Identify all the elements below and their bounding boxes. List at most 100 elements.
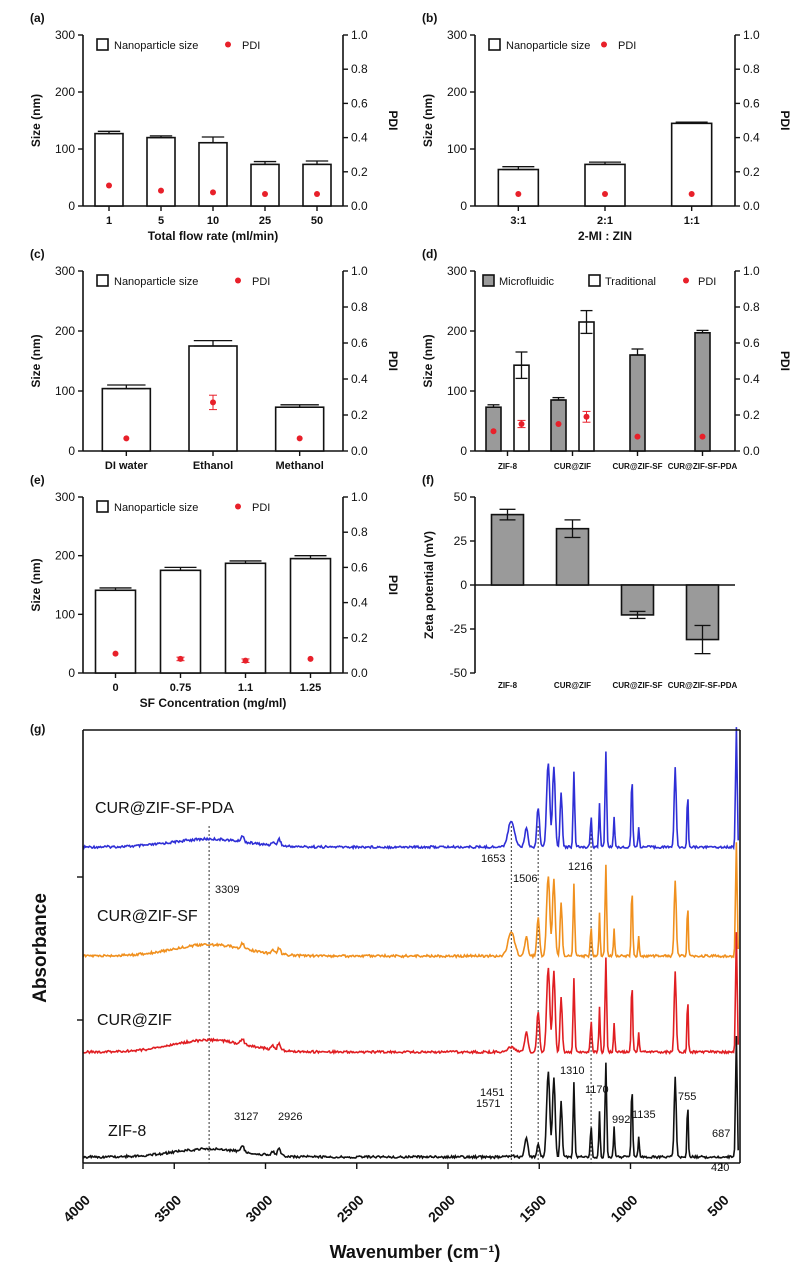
x-tick-label: DI water [105,460,149,472]
size-bar-2-1 [584,163,626,207]
x-tick-label: CUR@ZIF [554,462,591,471]
legend-label-size: Nanoparticle size [506,40,590,52]
x-tick-label: CUR@ZIF-SF-PDA [668,462,738,471]
pdi-point-zif-8-traditional [518,421,525,427]
traditional-bar-cur-zif [578,321,595,452]
size-bar-10 [198,141,228,207]
x-tick-label: 0.75 [170,682,191,694]
peak-label-1135: 1135 [632,1109,656,1121]
pdi-point-cur-zif-sf-pda-microfluidic [699,433,706,440]
spectrum-cur-zif [83,932,739,1056]
legend-swatch-size [488,38,501,51]
y2-tick-label: 0.8 [351,525,368,539]
x-tick-label: 3:1 [510,215,526,227]
x-tick-label: CUR@ZIF [554,681,591,690]
pdi-point-cur-zif-microfluidic [555,421,562,427]
y2-axis-title: PDI [778,110,791,130]
x-tick-label: 1000 [607,1192,640,1225]
x-tick-label: 3500 [151,1192,184,1225]
y2-tick-label: 1.0 [743,264,760,278]
y-tick-label: 100 [447,384,467,398]
pdi-point-1-1 [242,657,249,664]
y2-tick-label: 0.6 [743,96,760,110]
y-axis-title: Size (nm) [29,94,43,147]
size-bar-1-25 [289,557,332,674]
y2-tick-label: 0.6 [743,336,760,350]
panel-label: (g) [30,722,45,736]
y-axis-title: Size (nm) [29,558,43,611]
panel-b: (b) 0 100 200 300 0.0 0.2 0.4 0.6 0.8 1.0 Size (nm)… [421,11,791,243]
pdi-point-2-1 [602,191,608,198]
legend-swatch-pdi [235,503,241,510]
y2-tick-label: 0.0 [351,666,368,680]
pdi-point-5 [158,187,164,194]
y2-axis-title: PDI [386,351,400,371]
panel-label: (d) [422,247,437,261]
y2-tick-label: 0.2 [743,165,760,179]
x-tick-label: 2500 [334,1192,367,1225]
legend-label-pdi: PDI [252,276,270,288]
x-tick-label: 5 [158,215,164,227]
y2-tick-label: 0.8 [351,300,368,314]
legend-swatch-size [96,38,109,51]
legend-label-microfluidic: Microfluidic [499,276,555,288]
x-tick-label: 10 [207,215,219,227]
x-tick-label: ZIF-8 [498,681,518,690]
peak-label-992: 992 [612,1114,630,1126]
pdi-point-cur-zif-traditional [583,413,590,420]
y-tick-label: -25 [450,622,468,636]
y2-tick-label: 0.2 [351,165,368,179]
size-bar-1 [94,132,124,207]
legend-label-pdi: PDI [698,276,716,288]
y2-tick-label: 0.4 [351,596,368,610]
y-tick-label: 300 [55,490,75,504]
panel-e: (e) 0 100 200 300 0.0 0.2 0.4 0.6 0.8 1.0 Size (nm)… [29,473,400,710]
legend-label-size: Nanoparticle size [114,502,198,514]
legend-label-size: Nanoparticle size [114,276,198,288]
x-tick-label: CUR@ZIF-SF-PDA [668,681,738,690]
peak-label-1216: 1216 [568,861,592,873]
peak-label-3309: 3309 [215,884,239,896]
y2-tick-label: 0.2 [351,408,368,422]
x-tick-label: 1.25 [300,682,321,694]
x-tick-label: 1500 [516,1192,549,1225]
y-axis-title: Zeta potential (mV) [422,531,436,639]
panel-a: (a) 0 100 200 300 0.0 0.2 0.4 0.6 0.8 1.0 Size (nm)… [29,11,400,243]
y-tick-label: 100 [55,384,75,398]
x-tick-label: 500 [704,1192,732,1220]
peak-label-1451: 1451 [480,1087,504,1099]
y2-tick-label: 1.0 [351,490,368,504]
legend-label-size: Nanoparticle size [114,40,198,52]
spectrum-zif-8 [82,1035,739,1161]
peak-label-1506: 1506 [513,873,537,885]
y2-axis-title: PDI [386,575,400,595]
y2-tick-label: 0.4 [351,372,368,386]
pdi-point-1-25 [307,655,314,662]
x-tick-label: 1:1 [684,215,700,227]
y-tick-label: 0 [460,199,467,213]
y2-tick-label: 0.8 [351,62,368,76]
x-axis-title: Total flow rate (ml/min) [148,229,278,243]
x-tick-label: 25 [259,215,271,227]
series-label-cur-zif-sf-pda: CUR@ZIF-SF-PDA [95,800,234,817]
y-tick-label: 25 [454,534,468,548]
y-tick-label: 100 [55,607,75,621]
y-tick-label: 300 [447,28,467,42]
y2-tick-label: 0.4 [351,131,368,145]
y2-tick-label: 0.6 [351,336,368,350]
x-tick-label: 1 [106,215,112,227]
panel-label: (c) [30,247,45,261]
size-bar-50 [302,163,332,207]
legend-swatch-size [96,274,109,287]
y2-tick-label: 0.6 [351,560,368,574]
pdi-point-50 [314,191,320,198]
pdi-point-methanol [296,435,303,442]
y2-tick-label: 1.0 [351,264,368,278]
peak-label-2926: 2926 [278,1111,302,1123]
y-tick-label: 100 [55,142,75,156]
y2-tick-label: 0.0 [743,444,760,458]
y-axis-title: Absorbance [30,893,51,1003]
x-tick-label: 3000 [242,1192,275,1225]
peak-label-687: 687 [712,1128,730,1140]
